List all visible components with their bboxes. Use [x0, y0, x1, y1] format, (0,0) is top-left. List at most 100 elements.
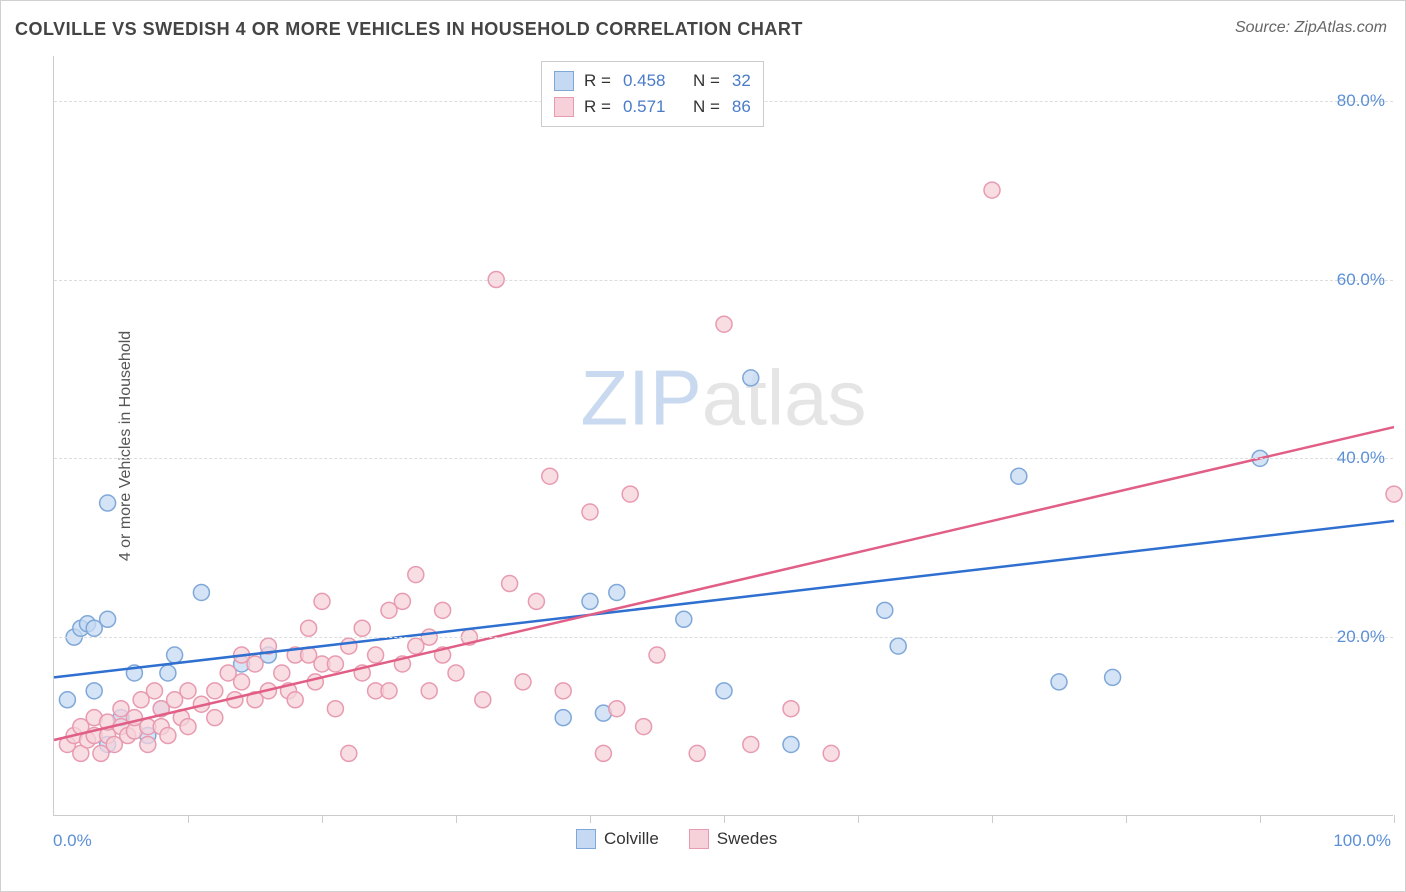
data-point: [502, 576, 518, 592]
x-tick: [724, 815, 725, 823]
data-point: [716, 316, 732, 332]
data-point: [542, 468, 558, 484]
data-point: [167, 647, 183, 663]
gridline-h: [54, 458, 1393, 459]
data-point: [368, 647, 384, 663]
x-tick: [992, 815, 993, 823]
data-point: [327, 656, 343, 672]
series-legend-item: Swedes: [689, 829, 777, 849]
series-legend-label: Swedes: [717, 829, 777, 849]
data-point: [1105, 669, 1121, 685]
x-axis-label-max: 100.0%: [1333, 831, 1391, 851]
data-point: [1011, 468, 1027, 484]
data-point: [314, 593, 330, 609]
data-point: [984, 182, 1000, 198]
data-point: [716, 683, 732, 699]
data-point: [448, 665, 464, 681]
trend-line: [54, 521, 1394, 677]
data-point: [515, 674, 531, 690]
legend-swatch: [554, 97, 574, 117]
data-point: [595, 745, 611, 761]
stats-legend-row: R =0.571N =86: [554, 94, 751, 120]
x-tick: [590, 815, 591, 823]
data-point: [877, 602, 893, 618]
data-point: [160, 728, 176, 744]
data-point: [622, 486, 638, 502]
plot-area: ZIPatlas 20.0%40.0%60.0%80.0%: [53, 56, 1393, 816]
x-tick: [1126, 815, 1127, 823]
data-point: [193, 584, 209, 600]
y-tick-label: 80.0%: [1337, 91, 1385, 111]
legend-swatch: [689, 829, 709, 849]
x-tick: [456, 815, 457, 823]
x-tick: [858, 815, 859, 823]
gridline-h: [54, 280, 1393, 281]
data-point: [341, 638, 357, 654]
stat-r-value: 0.571: [623, 94, 683, 120]
data-point: [649, 647, 665, 663]
stats-legend-row: R = 0.458 N = 32: [554, 68, 751, 94]
data-point: [287, 692, 303, 708]
stat-n-value: 86: [732, 94, 751, 120]
data-point: [408, 567, 424, 583]
source-attribution: Source: ZipAtlas.com: [1235, 19, 1387, 37]
series-legend-label: Colville: [604, 829, 659, 849]
data-point: [609, 584, 625, 600]
data-point: [147, 683, 163, 699]
data-point: [86, 683, 102, 699]
legend-swatch: [554, 71, 574, 91]
stat-n-label: N =: [693, 94, 720, 120]
data-point: [1051, 674, 1067, 690]
data-point: [890, 638, 906, 654]
data-point: [555, 710, 571, 726]
stat-n-value: 32: [732, 68, 751, 94]
data-point: [341, 745, 357, 761]
data-point: [743, 736, 759, 752]
data-point: [327, 701, 343, 717]
data-point: [180, 683, 196, 699]
data-point: [1386, 486, 1402, 502]
data-point: [140, 736, 156, 752]
stat-r-label: R =: [584, 68, 611, 94]
chart-container: COLVILLE VS SWEDISH 4 OR MORE VEHICLES I…: [0, 0, 1406, 892]
series-legend-item: Colville: [576, 829, 659, 849]
data-point: [743, 370, 759, 386]
y-tick-label: 60.0%: [1337, 270, 1385, 290]
series-legend: Colville Swedes: [576, 829, 777, 849]
y-tick-label: 20.0%: [1337, 627, 1385, 647]
data-point: [475, 692, 491, 708]
data-point: [207, 683, 223, 699]
data-point: [160, 665, 176, 681]
y-tick-label: 40.0%: [1337, 448, 1385, 468]
data-point: [100, 611, 116, 627]
chart-title: COLVILLE VS SWEDISH 4 OR MORE VEHICLES I…: [15, 19, 803, 40]
gridline-h: [54, 637, 1393, 638]
data-point: [247, 656, 263, 672]
data-point: [823, 745, 839, 761]
data-point: [274, 665, 290, 681]
data-point: [582, 593, 598, 609]
legend-swatch: [576, 829, 596, 849]
data-point: [783, 701, 799, 717]
stats-legend: R = 0.458 N = 32R = 0.571 N = 86: [541, 61, 764, 127]
data-point: [381, 683, 397, 699]
data-point: [100, 495, 116, 511]
data-point: [421, 683, 437, 699]
data-point: [307, 674, 323, 690]
data-point: [180, 719, 196, 735]
data-point: [207, 710, 223, 726]
data-point: [301, 620, 317, 636]
scatter-svg: [54, 56, 1393, 815]
x-tick: [322, 815, 323, 823]
stat-r-value: 0.458: [623, 68, 683, 94]
data-point: [528, 593, 544, 609]
x-axis-label-min: 0.0%: [53, 831, 92, 851]
data-point: [59, 692, 75, 708]
data-point: [676, 611, 692, 627]
x-tick: [188, 815, 189, 823]
data-point: [354, 620, 370, 636]
stat-n-label: N =: [693, 68, 720, 94]
data-point: [435, 602, 451, 618]
data-point: [689, 745, 705, 761]
x-tick: [1394, 815, 1395, 823]
